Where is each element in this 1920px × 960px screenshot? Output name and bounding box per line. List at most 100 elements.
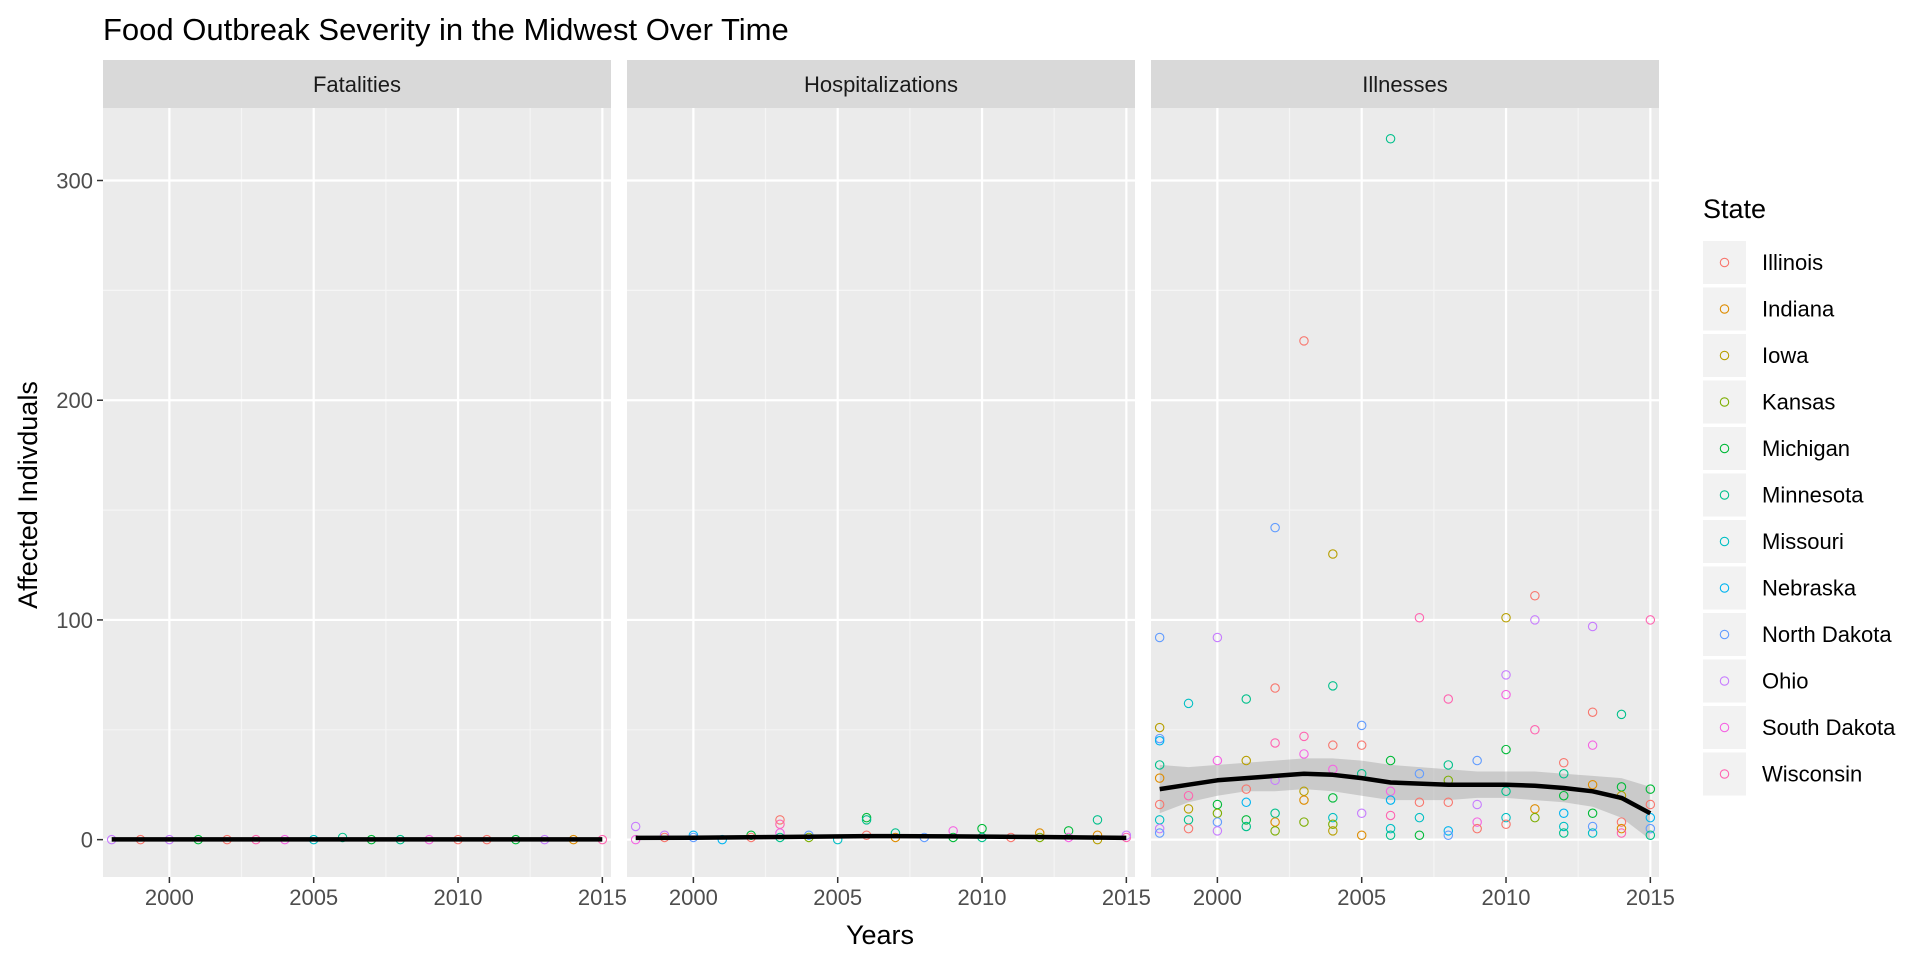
legend-key-point bbox=[1719, 676, 1730, 686]
smooth-line bbox=[1159, 771, 1652, 816]
data-point bbox=[1385, 134, 1396, 144]
legend-key-background bbox=[1703, 520, 1746, 563]
data-point bbox=[1270, 826, 1280, 836]
legend-key-background bbox=[1703, 706, 1746, 749]
x-tick-label: 2010 bbox=[958, 885, 1007, 910]
x-axis-title: Years bbox=[846, 920, 914, 950]
data-point bbox=[1328, 826, 1338, 836]
legend-key-background bbox=[1703, 613, 1746, 656]
panel-illnesses: Illnesses 2000 2005 2010 2015 bbox=[1151, 60, 1675, 910]
data-point bbox=[1241, 694, 1252, 704]
data-point bbox=[1616, 828, 1627, 838]
strip-background bbox=[627, 60, 1135, 108]
legend-item: Ohio bbox=[1703, 659, 1808, 703]
data-point bbox=[1559, 757, 1569, 768]
legend-label: Michigan bbox=[1762, 436, 1850, 461]
data-point bbox=[1212, 632, 1223, 643]
legend-key-background bbox=[1703, 334, 1746, 377]
data-point bbox=[1212, 826, 1223, 836]
y-tick-label: 100 bbox=[56, 608, 93, 633]
data-point bbox=[1587, 779, 1598, 790]
data-point bbox=[1299, 749, 1309, 759]
data-point bbox=[1414, 797, 1425, 808]
strip-label: Hospitalizations bbox=[804, 72, 958, 97]
data-point bbox=[1241, 815, 1252, 825]
legend-item: Missouri bbox=[1703, 520, 1844, 563]
data-point bbox=[1645, 615, 1656, 625]
panel-fatalities: Fatalities 2000 2005 2010 2015 bbox=[103, 60, 627, 910]
data-point bbox=[861, 815, 872, 825]
data-point bbox=[1616, 709, 1627, 720]
data-point bbox=[1154, 828, 1165, 838]
data-point bbox=[1183, 823, 1194, 834]
data-point bbox=[1645, 830, 1656, 841]
data-point bbox=[1328, 793, 1338, 803]
data-point bbox=[1414, 612, 1425, 623]
data-point bbox=[1328, 812, 1338, 823]
legend-label: Nebraska bbox=[1762, 576, 1857, 601]
x-tick-label: 2010 bbox=[1482, 885, 1531, 910]
data-point bbox=[1587, 808, 1598, 819]
legend-key-point bbox=[1719, 769, 1730, 779]
legend-key-background bbox=[1703, 427, 1746, 470]
data-point bbox=[1356, 830, 1367, 841]
data-point bbox=[1587, 621, 1598, 632]
y-tick-label: 300 bbox=[56, 169, 93, 194]
x-tick-label: 2015 bbox=[1102, 885, 1151, 910]
data-point bbox=[1270, 683, 1280, 693]
data-point bbox=[1154, 722, 1165, 733]
legend-key-point bbox=[1719, 490, 1730, 500]
x-tick-label: 2005 bbox=[813, 885, 862, 910]
legend-label: Kansas bbox=[1762, 390, 1835, 415]
legend-label: North Dakota bbox=[1762, 622, 1892, 647]
legend-key-point bbox=[1719, 350, 1730, 361]
data-point bbox=[1645, 823, 1656, 834]
legend-label: Ohio bbox=[1762, 669, 1808, 694]
data-point bbox=[1241, 784, 1252, 794]
legend-key-point bbox=[1719, 629, 1730, 640]
data-point bbox=[1385, 823, 1396, 834]
data-point bbox=[1472, 817, 1482, 827]
data-point bbox=[1645, 812, 1656, 823]
legend-key-point bbox=[1719, 536, 1730, 547]
x-tick-label: 2015 bbox=[1626, 885, 1675, 910]
panel-background bbox=[1151, 108, 1659, 877]
data-point bbox=[1443, 694, 1454, 704]
data-point bbox=[1241, 821, 1252, 832]
legend-key-point bbox=[1719, 443, 1730, 454]
legend-key-background bbox=[1703, 380, 1746, 424]
data-point bbox=[630, 821, 641, 832]
legend-key-point bbox=[1719, 257, 1730, 268]
data-point bbox=[1616, 817, 1627, 827]
strip-label: Fatalities bbox=[313, 72, 401, 97]
data-point bbox=[1299, 731, 1309, 742]
strip-background bbox=[103, 60, 611, 108]
legend-key-point bbox=[1719, 397, 1730, 407]
data-point bbox=[1183, 804, 1194, 814]
data-point bbox=[1328, 819, 1338, 830]
data-point bbox=[1212, 755, 1223, 766]
data-point bbox=[1414, 812, 1425, 823]
data-point bbox=[1328, 549, 1338, 559]
data-point bbox=[1530, 812, 1540, 823]
data-point bbox=[1501, 786, 1511, 797]
data-point bbox=[1356, 720, 1367, 731]
data-point bbox=[1183, 790, 1194, 801]
data-point bbox=[1645, 784, 1656, 794]
legend-key-point bbox=[1719, 722, 1730, 733]
data-point bbox=[1183, 698, 1194, 709]
data-point bbox=[1241, 755, 1252, 766]
data-point bbox=[1328, 681, 1338, 691]
x-tick-label: 2000 bbox=[1193, 885, 1242, 910]
data-point bbox=[1154, 799, 1165, 810]
data-point bbox=[1443, 797, 1454, 808]
data-point bbox=[1299, 795, 1309, 805]
data-point bbox=[1092, 815, 1103, 825]
strip-background bbox=[1151, 60, 1659, 108]
data-point bbox=[1501, 689, 1511, 700]
data-point bbox=[1154, 736, 1165, 746]
legend-key-background bbox=[1703, 659, 1746, 703]
legend-key-background bbox=[1703, 473, 1746, 517]
data-point bbox=[1241, 797, 1252, 808]
data-point bbox=[1501, 612, 1511, 623]
